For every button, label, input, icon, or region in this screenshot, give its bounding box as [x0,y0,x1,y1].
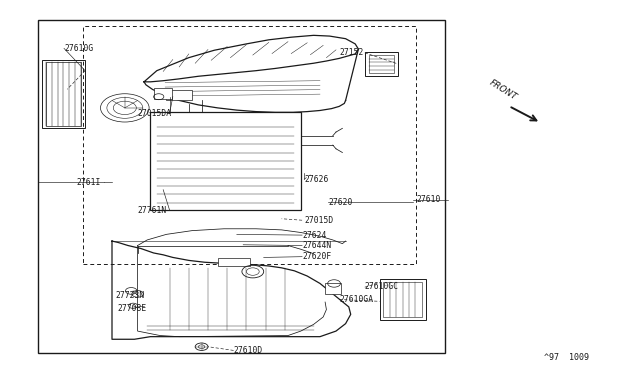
Text: 27015DA: 27015DA [138,109,172,118]
Bar [154,88,172,99]
Text: 27610D: 27610D [234,346,263,355]
Text: 27620: 27620 [328,198,353,207]
Text: FRONT: FRONT [488,78,518,102]
Text: 2761I: 2761I [77,178,101,187]
Text: 27624: 27624 [302,231,326,240]
Bar [325,283,341,294]
Text: ^97  1009: ^97 1009 [544,353,589,362]
Bar [369,55,394,73]
Bar [380,279,426,320]
Text: 27610GC: 27610GC [365,282,399,291]
Bar [166,90,192,100]
Text: 27610GA: 27610GA [339,295,373,304]
Text: 27620F: 27620F [302,252,332,261]
Bar [42,60,85,128]
Text: 27610: 27610 [416,195,440,204]
Bar [383,282,422,317]
Text: 27610G: 27610G [64,44,93,53]
Text: 27644N: 27644N [302,241,332,250]
Text: 27015D: 27015D [304,216,333,225]
Bar [365,52,398,76]
Text: 27761N: 27761N [138,206,167,215]
Bar [46,62,81,126]
Text: 27152: 27152 [339,48,364,57]
Text: 27723N: 27723N [115,291,145,300]
Bar [83,26,416,264]
Bar [38,20,445,353]
Bar [218,258,250,266]
Text: 27708E: 27708E [117,304,147,313]
Bar [150,112,301,210]
Text: 27626: 27626 [304,175,328,184]
